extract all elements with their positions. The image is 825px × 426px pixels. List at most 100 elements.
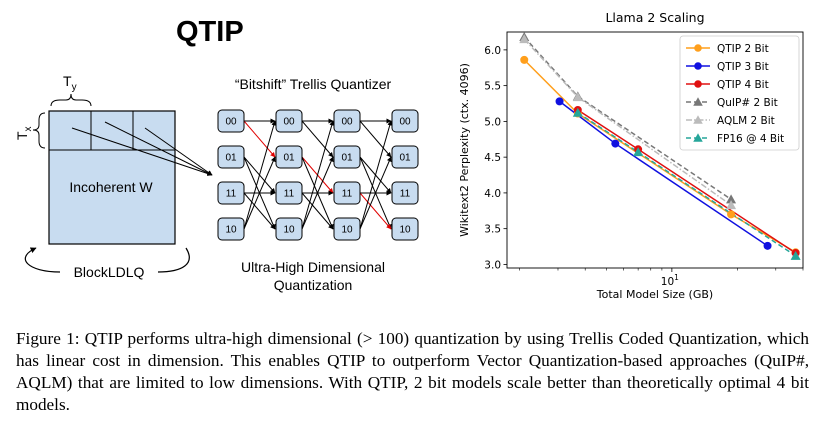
trellis-node — [217, 145, 245, 169]
trellis-node-label: 11 — [226, 189, 237, 200]
trellis-node-label: 11 — [400, 189, 411, 200]
block-arrow — [104, 121, 213, 176]
y-tick-label: 3.5 — [484, 224, 501, 236]
blockldlq-label: BlockLDLQ — [74, 264, 145, 280]
trellis-node-label: 01 — [283, 153, 295, 164]
trellis-edge — [243, 156, 276, 230]
trellis-edge-highlight — [359, 192, 392, 230]
x-axis: 101 — [519, 268, 804, 288]
x-axis-label: Total Model Size (GB) — [596, 288, 713, 301]
trellis-node-label: 11 — [284, 189, 295, 200]
qtip-diagram: QTIP Incoherent W Ty Tx BlockLDLQ “Bitsh… — [14, 16, 419, 293]
trellis-node-label: 00 — [341, 117, 353, 128]
trellis-edge — [301, 156, 334, 230]
trellis-node — [333, 181, 361, 205]
trellis-node-label: 11 — [342, 189, 353, 200]
data-point — [726, 200, 737, 210]
tx-brace — [32, 112, 46, 149]
series-markers — [519, 32, 801, 260]
blockldlq-loop-arrow — [24, 247, 61, 273]
trellis-node-label: 10 — [225, 225, 237, 236]
trellis-edge — [243, 192, 276, 230]
trellis-node — [275, 181, 303, 205]
figure-label: Figure 1: — [16, 329, 80, 348]
trellis-node — [391, 109, 419, 133]
trellis-node-label: 01 — [399, 153, 411, 164]
trellis-node — [391, 145, 419, 169]
legend-entry: FP16 @ 4 Bit — [717, 133, 784, 145]
trellis-edge-highlight — [243, 120, 276, 158]
y-tick-label: 4.5 — [484, 152, 501, 164]
y-tick-label: 5.5 — [484, 81, 501, 93]
trellis-edge — [243, 120, 277, 230]
trellis-node — [217, 217, 245, 241]
legend-marker — [694, 62, 702, 70]
llama2-scaling-chart: Llama 2 Scaling 3.0 3.5 4.0 4.5 5.0 5.5 6.0 10… — [458, 10, 804, 301]
caption-text: QTIP performs ultra-high dimensional (> … — [16, 329, 809, 414]
legend-entry: QTIP 3 Bit — [717, 61, 769, 73]
trellis-node — [333, 145, 361, 169]
series-line — [523, 59, 797, 253]
tx-label: Tx — [14, 126, 34, 140]
ty-label: Ty — [63, 73, 77, 93]
legend: QTIP 2 Bit QTIP 3 Bit QTIP 4 Bit QuIP# 2 Bi… — [679, 35, 800, 151]
trellis-node — [217, 109, 245, 133]
trellis-node — [275, 145, 303, 169]
data-point — [555, 97, 564, 106]
legend-marker — [694, 80, 702, 88]
trellis-edge — [359, 156, 392, 230]
legend-entry: QTIP 4 Bit — [717, 79, 769, 91]
y-tick-label: 6.0 — [484, 45, 501, 57]
data-point — [633, 147, 644, 157]
data-point — [519, 34, 530, 44]
legend-marker — [693, 115, 703, 124]
data-point — [572, 92, 583, 102]
trellis-node-label: 01 — [225, 153, 237, 164]
trellis-title: “Bitshift” Trellis Quantizer — [235, 76, 392, 92]
bottom-label-line1: Ultra-High Dimensional — [241, 259, 385, 275]
data-point — [572, 107, 583, 117]
block-arrow — [71, 127, 213, 176]
trellis-node-label: 10 — [341, 225, 353, 236]
legend-entry: QuIP# 2 Bit — [717, 97, 778, 109]
diagram-title: QTIP — [176, 16, 244, 48]
incoherent-w-matrix — [48, 110, 176, 245]
y-axis-label: Wikitext2 Perplexity (ctx. 4096) — [458, 63, 471, 237]
trellis-graph: 00 01 11 10 00 01 11 10 00 01 11 10 00 01 11 10 — [217, 109, 419, 241]
trellis-edge — [301, 120, 334, 158]
trellis-node — [391, 217, 419, 241]
trellis-node-label: 10 — [399, 225, 411, 236]
data-point — [727, 210, 736, 219]
figure-caption: Figure 1: QTIP performs ultra-high dimen… — [16, 328, 809, 416]
data-point — [611, 139, 620, 148]
block-arrow — [144, 127, 213, 176]
trellis-node — [391, 181, 419, 205]
legend-entry: AQLM 2 Bit — [717, 115, 775, 127]
chart-title: Llama 2 Scaling — [605, 10, 704, 25]
legend-marker — [693, 133, 703, 142]
legend-entry: QTIP 2 Bit — [717, 43, 769, 55]
trellis-edge — [301, 192, 334, 230]
data-point — [763, 241, 772, 250]
trellis-node — [333, 217, 361, 241]
data-point — [520, 55, 529, 64]
series-line — [523, 38, 732, 206]
x-tick-label: 101 — [661, 273, 679, 288]
trellis-node-label: 00 — [225, 117, 237, 128]
data-point — [790, 250, 801, 260]
ty-brace — [50, 93, 92, 107]
trellis-node-label: 01 — [341, 153, 353, 164]
y-tick-label: 3.0 — [484, 259, 501, 271]
trellis-edge — [359, 120, 392, 158]
y-axis: 3.0 3.5 4.0 4.5 5.0 5.5 6.0 — [484, 45, 507, 271]
y-tick-label: 5.0 — [484, 116, 501, 128]
blockldlq-loop-arrow — [157, 247, 190, 273]
trellis-node-label: 00 — [283, 117, 295, 128]
plot-frame — [506, 31, 804, 269]
trellis-edge — [301, 120, 335, 230]
trellis-node-label: 00 — [399, 117, 411, 128]
trellis-node — [275, 217, 303, 241]
trellis-node — [333, 109, 361, 133]
y-tick-label: 4.0 — [484, 188, 501, 200]
trellis-node — [217, 181, 245, 205]
